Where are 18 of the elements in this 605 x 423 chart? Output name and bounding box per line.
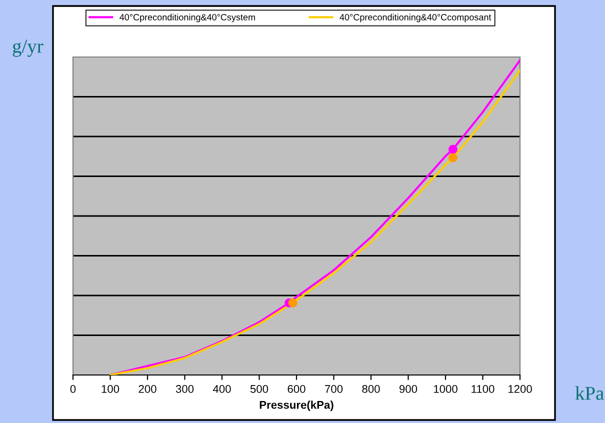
text: g/yr xyxy=(12,40,44,57)
legend-label: 40°Cpreconditioning&40°Csystem xyxy=(120,14,255,22)
x-tick-label: 100 xyxy=(102,385,120,393)
legend-label: 40°Cpreconditioning&40°Ccomposant xyxy=(340,14,492,22)
x-tick-label: 600 xyxy=(288,385,306,393)
x-axis-title: Pressure(kPa) xyxy=(260,400,334,411)
x-tick-label: 400 xyxy=(212,385,231,393)
x-tick-label: 0 xyxy=(70,385,76,393)
x-tick-label: 500 xyxy=(250,385,268,393)
x-tick-label: 700 xyxy=(325,385,343,393)
text: kPa xyxy=(575,386,604,400)
x-tick-label: 800 xyxy=(362,385,380,393)
x-tick-label: 200 xyxy=(138,385,156,393)
x-tick-label: 900 xyxy=(400,385,418,393)
x-tick-label: 1200 xyxy=(508,385,532,393)
x-tick-label: 300 xyxy=(176,385,194,393)
x-tick-label: 1000 xyxy=(434,385,458,393)
x-tick-label: 1100 xyxy=(472,385,494,393)
